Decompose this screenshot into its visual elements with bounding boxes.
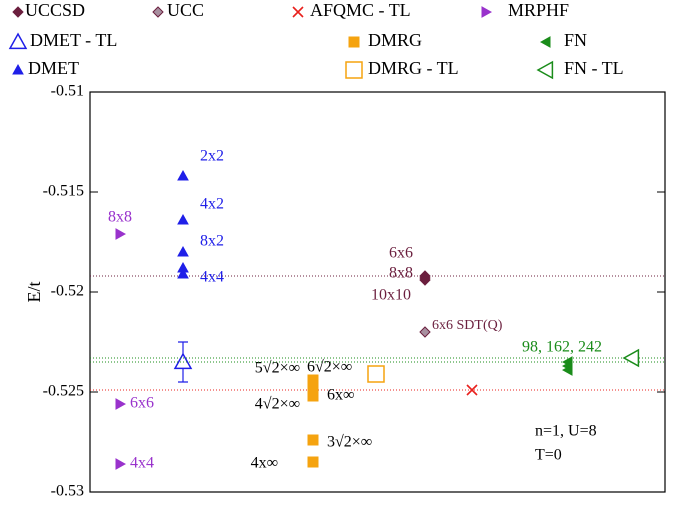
- legend-label: DMRG - TL: [368, 58, 459, 78]
- marker: [177, 267, 189, 279]
- marker: [539, 36, 551, 48]
- legend-label: DMET: [28, 58, 79, 78]
- legend-label: DMRG: [368, 30, 422, 50]
- annotation: n=1, U=8: [535, 423, 597, 440]
- marker: [177, 213, 189, 225]
- point-label: 10x10: [371, 287, 411, 304]
- legend-label: MRPHF: [508, 0, 569, 20]
- legend-label: AFQMC - TL: [310, 0, 411, 20]
- y-axis-label: E/t: [24, 282, 44, 303]
- point-label: 6x6: [389, 245, 413, 262]
- y-tick-label: -0.525: [43, 383, 84, 400]
- y-tick-label: -0.52: [51, 283, 84, 300]
- point-label: 4√2×∞: [255, 396, 300, 413]
- point-label: 4x4: [130, 455, 154, 472]
- point-label: 4x2: [200, 196, 224, 213]
- point-label: 4x∞: [251, 455, 278, 472]
- point-label: 6x∞: [327, 387, 354, 404]
- marker: [481, 6, 493, 18]
- marker: [345, 61, 363, 79]
- legend-label: UCC: [167, 0, 204, 20]
- marker: [177, 169, 189, 181]
- marker: [115, 228, 127, 240]
- marker: [292, 6, 304, 18]
- point-label: 6√2×∞: [307, 359, 352, 376]
- marker: [307, 434, 319, 446]
- marker: [307, 390, 319, 402]
- marker: [561, 364, 573, 376]
- marker: [173, 352, 193, 370]
- marker: [115, 458, 127, 470]
- marker: [12, 63, 24, 75]
- legend-label: DMET - TL: [30, 30, 117, 50]
- marker: [12, 6, 24, 18]
- point-label: 4x4: [200, 269, 224, 286]
- marker: [367, 365, 385, 383]
- legend-label: FN - TL: [564, 58, 624, 78]
- marker: [536, 60, 554, 80]
- marker: [348, 36, 360, 48]
- point-label: 6x6: [130, 395, 154, 412]
- series-label: 98, 162, 242: [522, 339, 602, 356]
- point-label: 3√2×∞: [327, 434, 372, 451]
- point-label: 6x6 SDT(Q): [432, 318, 503, 333]
- point-label: 8x8: [108, 209, 132, 226]
- marker: [307, 456, 319, 468]
- point-label: 8x8: [389, 265, 413, 282]
- annotation: T=0: [535, 447, 562, 464]
- point-label: 5√2×∞: [255, 360, 300, 377]
- marker: [177, 245, 189, 257]
- point-label: 8x2: [200, 233, 224, 250]
- marker: [466, 384, 478, 396]
- marker: [419, 326, 431, 338]
- marker: [115, 398, 127, 410]
- marker: [152, 6, 164, 18]
- marker: [622, 348, 640, 368]
- y-tick-label: -0.515: [43, 183, 84, 200]
- marker: [8, 32, 28, 50]
- y-tick-label: -0.53: [51, 483, 84, 500]
- y-tick-label: -0.51: [51, 83, 84, 100]
- point-label: 2x2: [200, 148, 224, 165]
- marker: [419, 274, 431, 286]
- legend-label: FN: [564, 30, 587, 50]
- legend-label: UCCSD: [25, 0, 85, 20]
